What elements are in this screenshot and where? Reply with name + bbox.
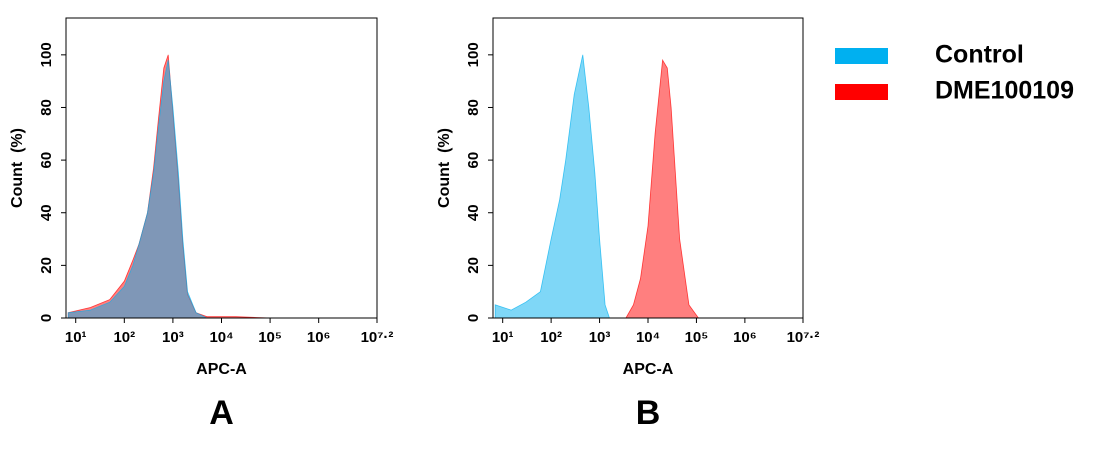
- y-tick-label: 80: [38, 99, 55, 116]
- y-tick-label: 40: [38, 204, 55, 221]
- y-tick-label: 80: [465, 99, 482, 116]
- x-tick-label: 10⁵: [258, 329, 282, 346]
- x-tick-label: 10¹: [492, 329, 514, 346]
- x-tick-label: 10³: [162, 329, 184, 346]
- histogram-area: [494, 54, 611, 319]
- x-axis-label: APC-A: [196, 361, 247, 378]
- histogram-area: [625, 58, 700, 319]
- x-tick-label: 10⁴: [636, 329, 660, 346]
- y-tick-label: 60: [465, 152, 482, 169]
- x-tick-label: 10³: [589, 329, 611, 346]
- legend-swatch: [835, 84, 888, 100]
- x-tick-label: 10⁷·²: [787, 329, 820, 346]
- y-tick-label: 0: [465, 314, 482, 322]
- y-tick-label: 40: [465, 204, 482, 221]
- y-tick-label: 100: [465, 42, 482, 67]
- x-tick-label: 10⁶: [733, 329, 757, 346]
- legend-swatch: [835, 48, 888, 64]
- panel-label: A: [209, 394, 234, 432]
- y-tick-label: 100: [38, 42, 55, 67]
- x-tick-label: 10⁶: [307, 329, 331, 346]
- x-tick-label: 10⁴: [209, 329, 233, 346]
- x-tick-label: 10²: [540, 329, 562, 346]
- plot-frame: [65, 17, 378, 319]
- y-tick-label: 20: [465, 257, 482, 274]
- panel-label: B: [636, 394, 661, 432]
- y-axis-label: Count (%): [9, 128, 26, 208]
- legend-label: Control: [935, 41, 1024, 69]
- x-tick-label: 10²: [113, 329, 135, 346]
- x-tick-label: 10¹: [65, 329, 87, 346]
- x-tick-label: 10⁵: [685, 329, 709, 346]
- y-tick-label: 60: [38, 152, 55, 169]
- y-tick-label: 20: [38, 257, 55, 274]
- x-axis-label: APC-A: [623, 361, 674, 378]
- x-tick-label: 10⁷·²: [361, 329, 394, 346]
- legend-label: DME100109: [935, 77, 1074, 105]
- y-axis-label: Count (%): [436, 128, 453, 208]
- y-tick-label: 0: [38, 314, 55, 322]
- histogram-area: [67, 60, 271, 319]
